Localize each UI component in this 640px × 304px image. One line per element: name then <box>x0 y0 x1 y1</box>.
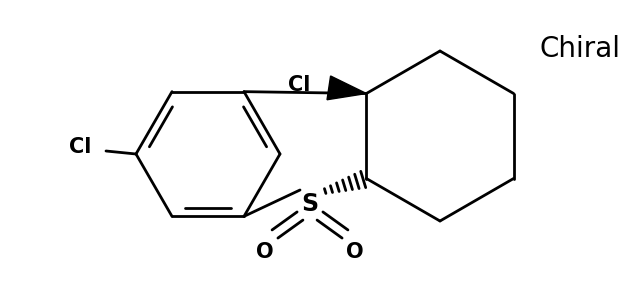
Text: Cl: Cl <box>68 137 91 157</box>
Text: O: O <box>256 242 274 262</box>
Text: O: O <box>346 242 364 262</box>
Text: Chiral: Chiral <box>540 35 621 63</box>
Text: Cl: Cl <box>289 75 311 95</box>
Text: S: S <box>301 192 319 216</box>
Polygon shape <box>327 76 366 100</box>
